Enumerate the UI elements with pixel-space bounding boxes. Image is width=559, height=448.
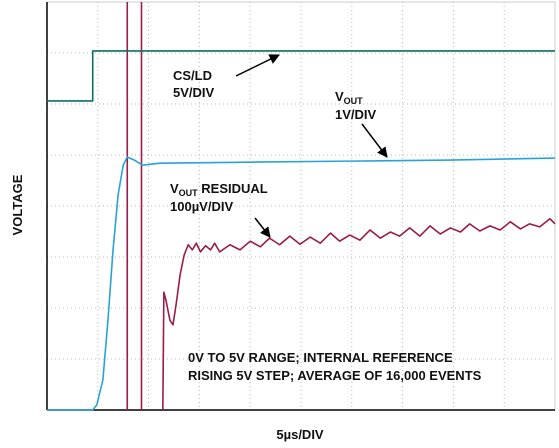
- y-axis-label: VOLTAGE: [10, 174, 25, 235]
- annotation-part: V: [335, 89, 344, 104]
- x-axis-label: 5µs/DIV: [276, 427, 324, 442]
- annotation-sub: OUT: [179, 188, 199, 198]
- arrow: [254, 217, 271, 238]
- note: 0V TO 5V RANGE; INTERNAL REFERENCE: [188, 350, 453, 365]
- grid: [46, 1, 556, 411]
- note: RISING 5V STEP; AVERAGE OF 16,000 EVENTS: [188, 368, 482, 383]
- trace: [47, 156, 556, 411]
- annotation: 1V/DIV: [335, 107, 377, 122]
- annotation: CS/LD: [173, 68, 212, 83]
- trace: [47, 50, 555, 102]
- annotation-sub: OUT: [344, 96, 364, 106]
- traces: [47, 2, 556, 411]
- arrow: [235, 54, 280, 77]
- annotation: VOUT: [335, 89, 363, 106]
- trace: [162, 217, 556, 411]
- annotation-part: V: [170, 181, 179, 196]
- annotation: 100µV/DIV: [170, 199, 233, 214]
- annotation: VOUT RESIDUAL: [170, 181, 268, 198]
- annotation: 5V/DIV: [173, 85, 215, 100]
- annotation-part: RESIDUAL: [198, 181, 268, 196]
- arrow: [361, 123, 388, 158]
